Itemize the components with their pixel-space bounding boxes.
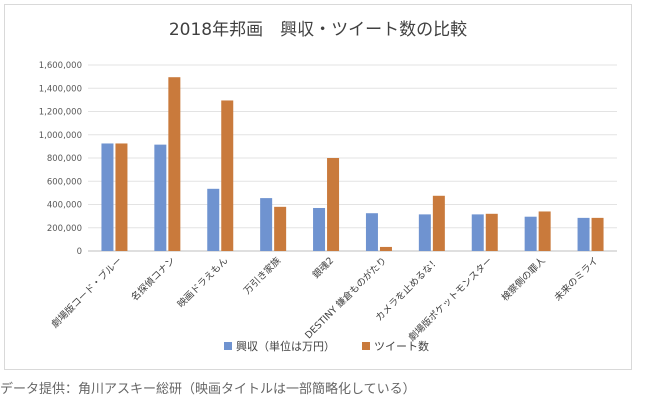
bar-chart: 2018年邦画 興収・ツイート数の比較 0 200,000 400,000 600,0… — [39, 20, 617, 353]
gridlines — [88, 64, 617, 252]
y-tick-label: 800,000 — [47, 154, 82, 164]
bar-tweets — [591, 217, 604, 251]
bar-box-office — [101, 143, 114, 251]
bar-box-office — [471, 214, 484, 251]
bars — [101, 77, 604, 251]
legend: 興収（単位は万円） ツイート数 — [224, 339, 429, 353]
bar-tweets — [327, 158, 340, 251]
bar-tweets — [274, 206, 287, 251]
x-tick-label: 映画ドラえもん — [175, 255, 231, 311]
y-tick-label: 200,000 — [47, 224, 82, 234]
chart-title: 2018年邦画 興収・ツイート数の比較 — [169, 20, 467, 40]
legend-swatch — [224, 342, 232, 350]
bar-box-office — [365, 213, 378, 251]
bar-box-office — [577, 217, 590, 251]
bar-tweets — [221, 100, 234, 251]
bar-box-office — [524, 216, 537, 251]
x-tick-label: 万引き家族 — [241, 254, 283, 296]
y-tick-label: 1,400,000 — [39, 84, 82, 94]
chart-container: 2018年邦画 興収・ツイート数の比較 0 200,000 400,000 600,0… — [4, 4, 632, 370]
x-tick-label: 劇場版コード・ブルー — [49, 255, 125, 331]
bar-tweets — [168, 77, 181, 251]
bar-box-office — [154, 144, 167, 251]
y-tick-label: 0 — [77, 247, 82, 257]
legend-swatch — [362, 342, 370, 350]
bar-box-office — [313, 207, 326, 251]
y-tick-label: 1,000,000 — [39, 131, 82, 141]
y-tick-label: 1,600,000 — [39, 61, 82, 71]
bar-box-office — [418, 214, 431, 251]
x-tick-label: 名探偵コナン — [129, 255, 178, 304]
data-source-caption: データ提供：角川アスキー総研（映画タイトルは一部簡略化している） — [0, 382, 416, 397]
bar-tweets — [538, 211, 551, 251]
legend-label: 興収（単位は万円） — [236, 339, 335, 353]
x-tick-label: 銀魂2 — [310, 255, 336, 281]
y-tick-label: 1,200,000 — [39, 108, 82, 118]
bar-box-office — [260, 198, 273, 251]
x-tick-label: 劇場版ポケットモンスター — [406, 255, 495, 344]
x-tick-label: 検察側の罪人 — [499, 254, 548, 303]
bar-tweets — [432, 195, 445, 251]
y-axis-ticks: 0 200,000 400,000 600,000 800,000 1,000,000 1,… — [39, 61, 82, 257]
bar-box-office — [207, 188, 220, 251]
y-tick-label: 400,000 — [47, 201, 82, 211]
bar-tweets — [115, 143, 128, 251]
bar-tweets — [379, 246, 392, 251]
y-tick-label: 600,000 — [47, 177, 82, 187]
x-tick-label: 未来のミライ — [552, 255, 601, 304]
bar-tweets — [485, 213, 498, 251]
legend-label: ツイート数 — [374, 340, 429, 353]
